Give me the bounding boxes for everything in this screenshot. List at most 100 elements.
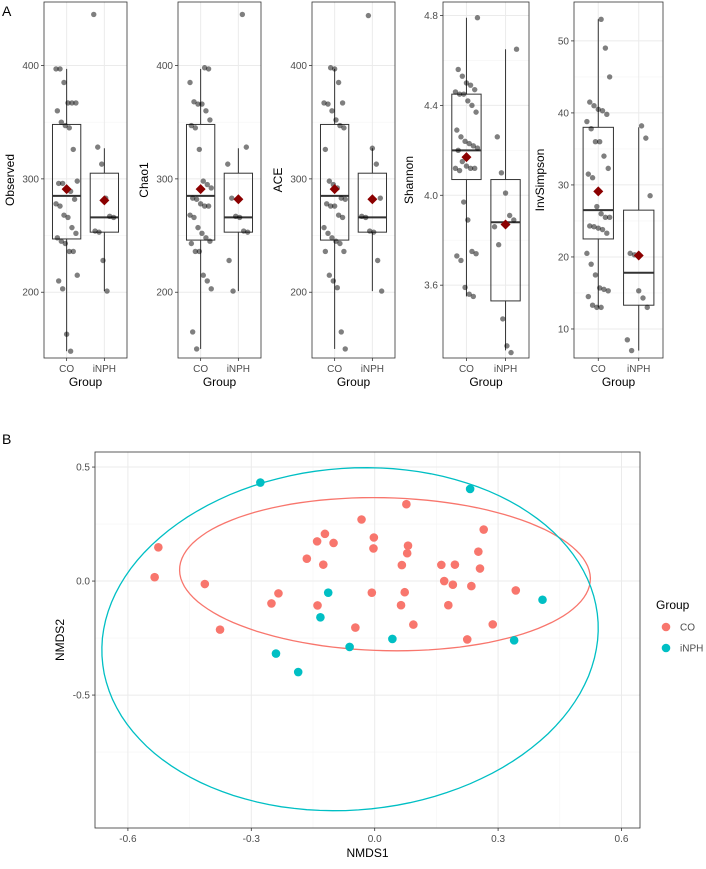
- data-point: [342, 196, 348, 202]
- data-point: [643, 135, 649, 141]
- data-point: [205, 66, 212, 72]
- data-point: [53, 201, 59, 207]
- box-iqr: [490, 179, 521, 302]
- data-point: [452, 165, 459, 172]
- plot-background: [574, 2, 663, 358]
- data-point: [195, 101, 201, 107]
- data-point: [326, 178, 333, 184]
- data-point: [104, 288, 110, 294]
- data-point: [74, 178, 80, 184]
- data-point: [598, 211, 604, 217]
- data-point: [203, 235, 209, 241]
- legend-label: iNPH: [680, 644, 703, 655]
- scatter-point: [538, 595, 547, 605]
- x-tick-label: CO: [193, 364, 208, 375]
- data-point: [601, 286, 607, 293]
- data-point: [327, 203, 334, 209]
- x-tick-label: -0.6: [119, 834, 137, 845]
- y-tick-label: 400: [22, 61, 39, 72]
- data-point: [638, 123, 645, 129]
- data-point: [589, 175, 596, 181]
- data-point: [337, 240, 343, 247]
- box-co: [582, 16, 614, 311]
- data-point: [459, 158, 466, 165]
- y-axis-label: InvSimpson: [533, 149, 547, 212]
- data-point: [341, 125, 347, 131]
- scatter-point: [439, 576, 449, 586]
- scatter-point: [403, 541, 413, 551]
- data-point: [69, 224, 75, 231]
- data-point: [599, 226, 606, 233]
- mean-diamond: [500, 219, 511, 230]
- data-point: [199, 230, 205, 236]
- y-axis-label: Chao1: [137, 162, 151, 198]
- data-point: [644, 304, 650, 311]
- data-point: [91, 11, 97, 18]
- scatter-point: [488, 620, 498, 629]
- box-iqr: [623, 209, 655, 306]
- box-iqr: [582, 126, 614, 240]
- data-point: [62, 240, 69, 247]
- x-tick-label: 0.0: [368, 834, 382, 845]
- series-inph: [101, 467, 599, 812]
- data-point: [192, 125, 199, 131]
- box-co: [51, 66, 82, 354]
- data-point: [465, 217, 471, 223]
- scatter-point: [357, 515, 366, 524]
- scatter-point: [256, 478, 265, 487]
- scatter-point: [474, 547, 483, 556]
- y-tick-label: 200: [22, 288, 39, 299]
- plot-border: [573, 1, 664, 359]
- data-point: [342, 346, 348, 352]
- data-point: [370, 229, 377, 235]
- data-point: [454, 127, 460, 133]
- data-point: [66, 248, 72, 255]
- data-point: [200, 178, 206, 184]
- x-tick-label: iNPH: [93, 364, 116, 375]
- scatter-point: [400, 587, 410, 597]
- data-point: [339, 214, 346, 221]
- data-point: [193, 196, 200, 202]
- data-point: [57, 66, 63, 72]
- data-point: [188, 122, 195, 129]
- data-point: [598, 304, 604, 311]
- data-point: [201, 203, 208, 209]
- y-tick-label: 200: [290, 288, 307, 299]
- box-co: [451, 15, 482, 300]
- data-point: [334, 285, 340, 291]
- data-point: [592, 139, 599, 145]
- data-point: [243, 144, 250, 150]
- scatter-point: [313, 601, 322, 610]
- scatter-point: [200, 579, 210, 589]
- data-point: [70, 248, 76, 255]
- data-point: [594, 203, 600, 210]
- data-point: [99, 161, 105, 167]
- data-point: [606, 214, 613, 221]
- mean-diamond: [195, 184, 206, 195]
- data-point: [322, 146, 329, 153]
- y-axis-label: NMDS2: [53, 619, 67, 661]
- data-point: [325, 101, 331, 107]
- y-tick-label: 4.4: [424, 101, 438, 112]
- scatter-point: [388, 634, 397, 644]
- data-point: [598, 16, 604, 22]
- data-point: [226, 257, 232, 264]
- data-point: [647, 193, 653, 199]
- data-point: [53, 66, 59, 72]
- points-co: [150, 499, 521, 644]
- x-tick-label: CO: [459, 364, 474, 375]
- scatter-point: [271, 649, 281, 658]
- box-iqr: [89, 172, 120, 233]
- box-co: [319, 65, 350, 352]
- x-tick-label: CO: [591, 364, 606, 375]
- scatter-point: [402, 548, 412, 558]
- box-iqr: [451, 93, 482, 181]
- scatter-point: [396, 600, 406, 610]
- scatter-point: [215, 625, 225, 634]
